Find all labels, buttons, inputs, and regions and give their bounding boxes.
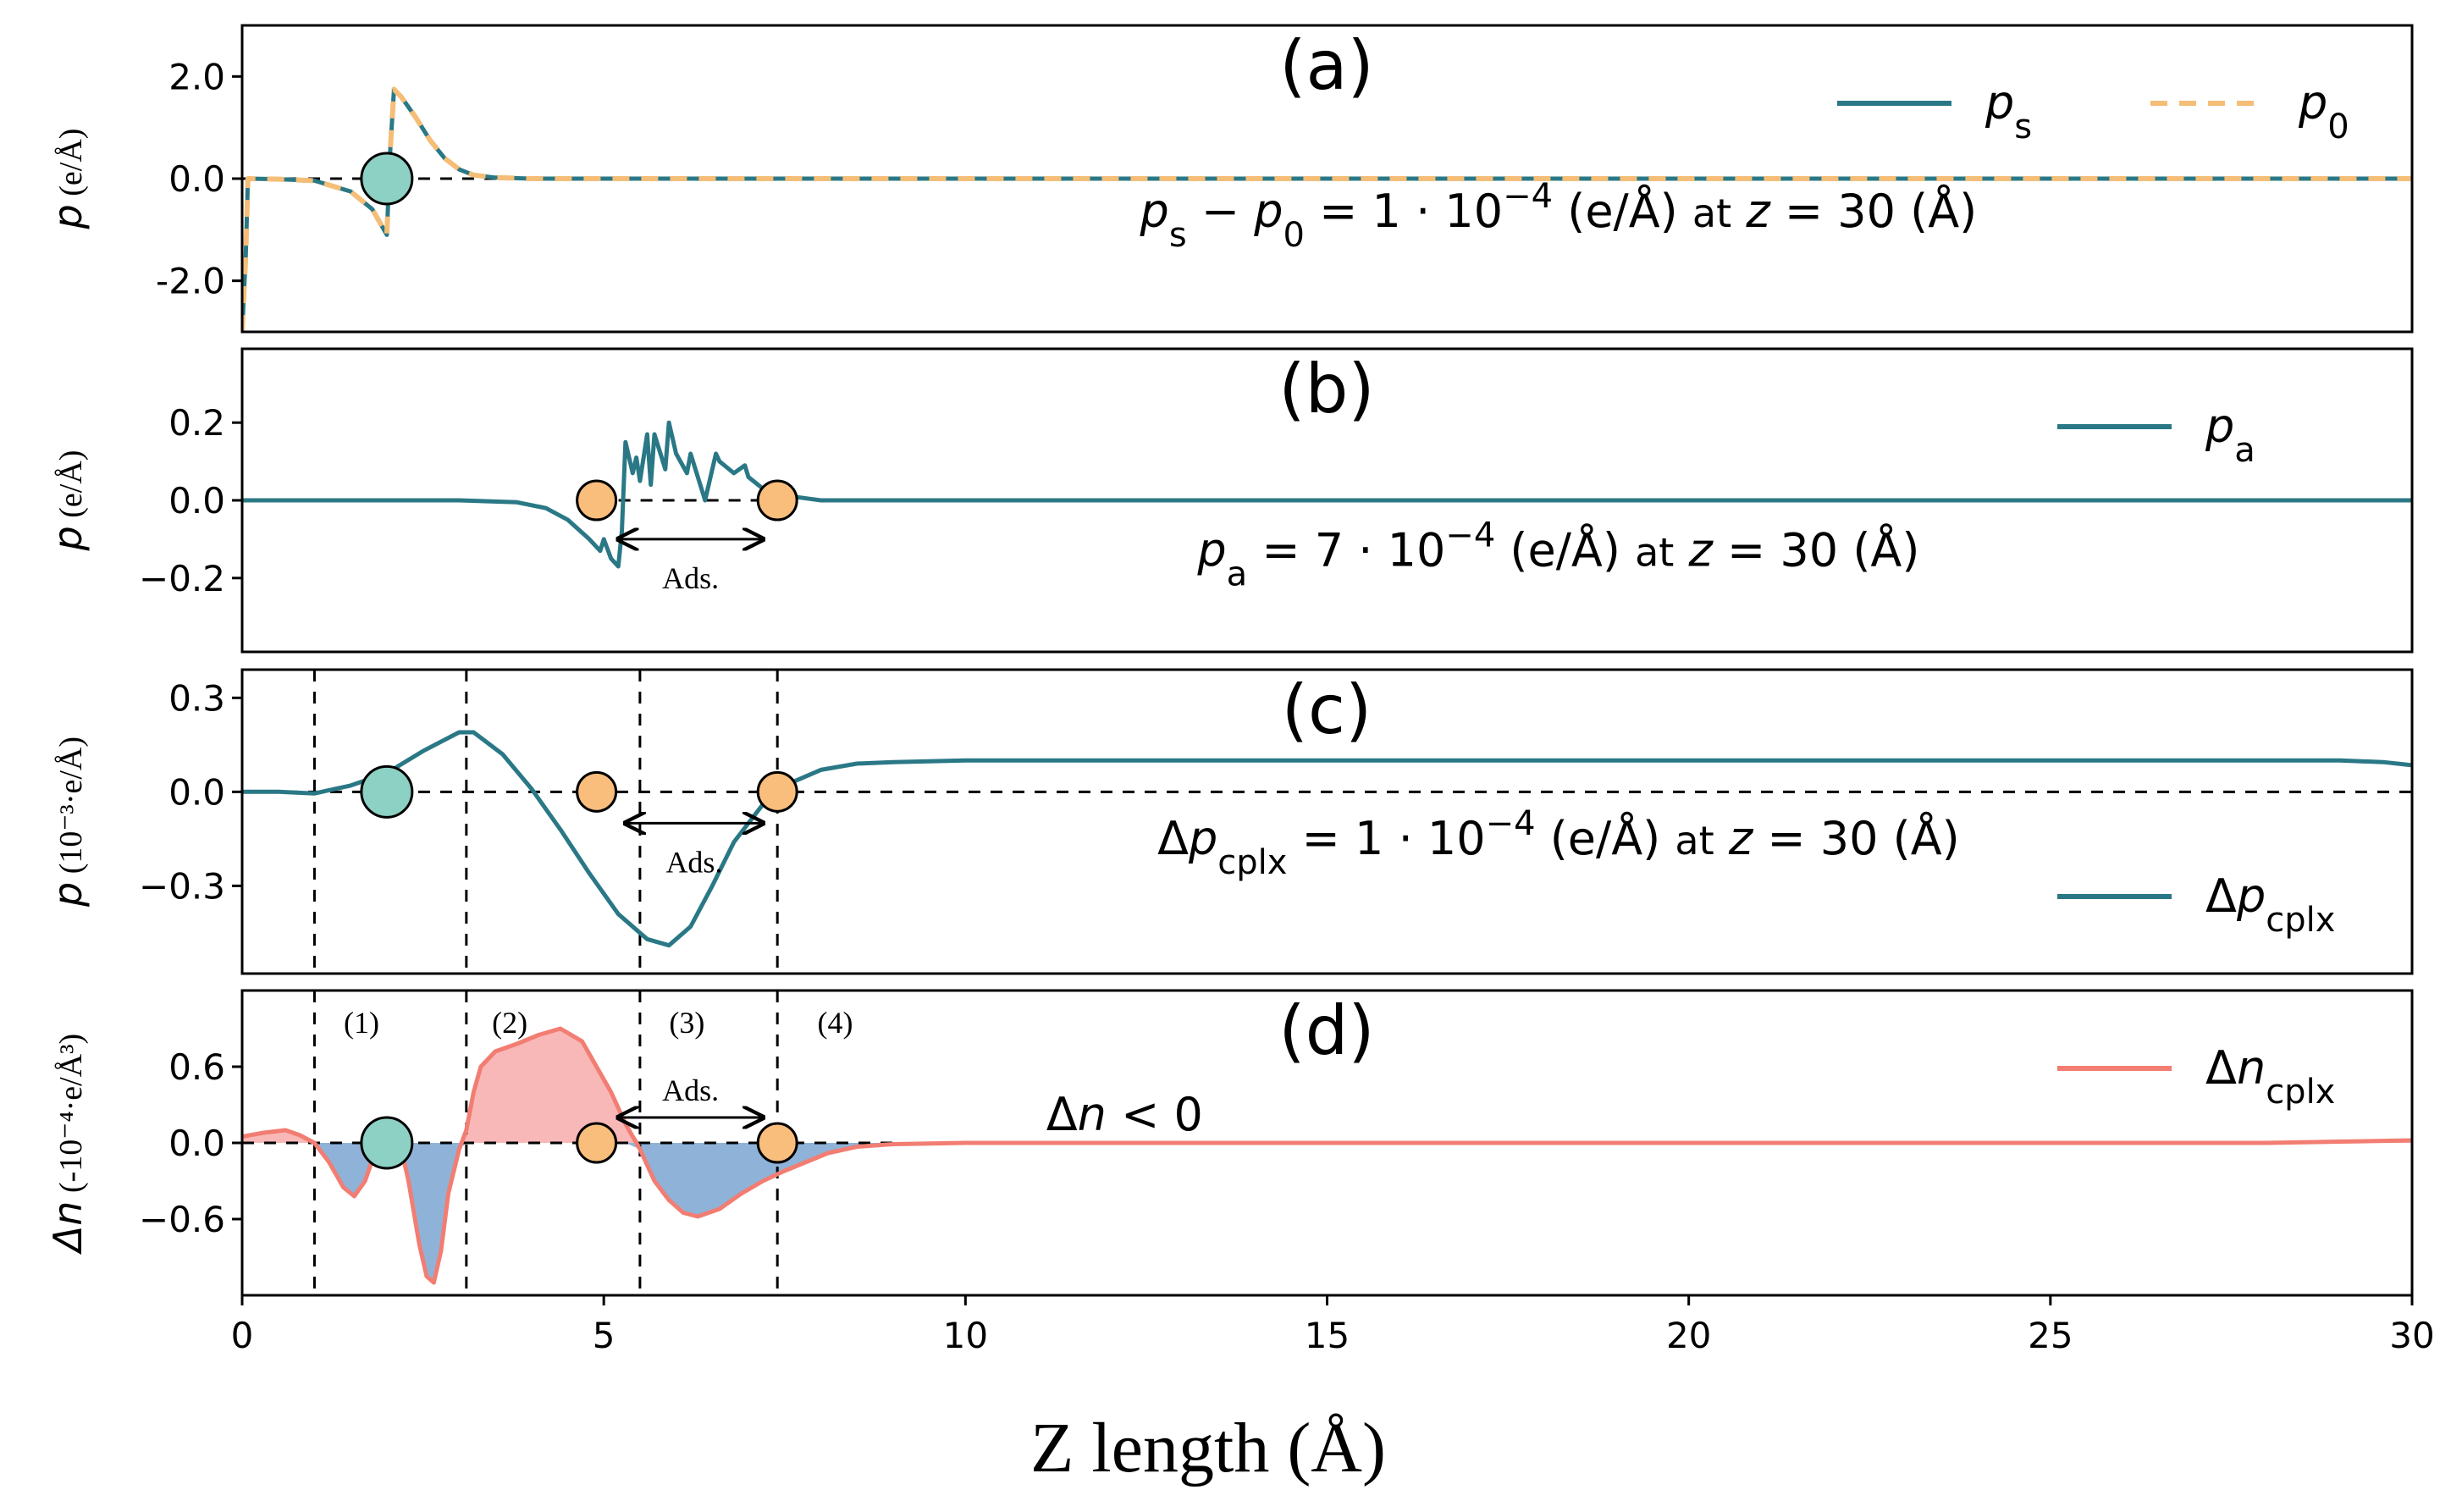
x-tick-label: 15 [1305,1315,1350,1356]
x-axis: 0 5 10 15 20 25 30 [231,1295,2435,1356]
panels: 2.0 0.0 -2.0 p (e/Å) (a) ps − p0 = 1 · 10−4 (… [45,24,2414,1297]
adsorbate-atom-marker [756,479,798,521]
substrate-atom-marker [360,152,414,206]
y-tick-label: 0.2 [168,402,225,444]
region-label: (2) [492,1006,527,1040]
adsorbate-atom-marker [756,770,798,813]
legend-label: Δpcplx [2205,869,2335,940]
x-tick-label: 10 [943,1315,988,1356]
annotation: Δpcplx = 1 · 10−4 (e/Å) at z = 30 (Å) [1157,804,1960,882]
y-tick-label: 0.0 [168,158,225,200]
legend-label: pa [2205,400,2255,470]
series-line [242,86,2412,332]
annotation: Δn < 0 [1046,1088,1203,1141]
panel-label: (a) [1279,26,1373,105]
panel-label: (b) [1278,350,1374,428]
x-tick-label: 25 [2028,1315,2073,1356]
x-tick-label: 5 [593,1315,616,1356]
annotation: pa = 7 · 10−4 (e/Å) at z = 30 (Å) [1196,516,1919,594]
y-tick-label: 0.0 [168,480,225,521]
panel-c: Ads. 0.3 0.0 −0.3 p (10⁻³·e/Å) (c) Δpcplx = 1 … [45,668,2414,975]
panel-a: 2.0 0.0 -2.0 p (e/Å) (a) ps − p0 = 1 · 10−4 (… [45,24,2414,334]
substrate-atom-marker [360,764,414,819]
negative-area [242,1143,2412,1283]
x-tick-label: 20 [1666,1315,1711,1356]
annotation: ps − p0 = 1 · 10−4 (e/Å) at z = 30 (Å) [1140,177,1978,255]
adsorbate-atom-marker [756,1122,798,1164]
series-line [242,730,2412,948]
panel-label: (d) [1278,991,1374,1070]
ads-label: Ads. [662,561,719,595]
legend-label: ps [1985,76,2032,146]
x-tick-label: 0 [231,1315,254,1356]
y-axis-label: p (10⁻³·e/Å) [45,737,91,908]
y-tick-label: 0.0 [168,1123,225,1164]
y-tick-label: 0.0 [168,771,225,813]
y-axis-label: p (e/Å) [45,129,91,230]
region-label: (3) [669,1006,704,1040]
y-axis-label: Δn (-10⁻⁴·e/Å³) [45,1034,91,1255]
region-label: (1) [344,1006,379,1040]
y-tick-label: −0.2 [139,558,225,599]
adsorbate-atom-marker [576,1122,618,1164]
series-line [242,1026,2412,1285]
adsorbate-atom-marker [576,770,618,813]
legend-label: p0 [2298,76,2349,146]
y-axis-label: p (e/Å) [45,450,91,552]
adsorbate-atom-marker [576,479,618,521]
legend-label: Δncplx [2205,1041,2335,1112]
y-tick-label: 2.0 [168,56,225,97]
y-tick-label: 0.3 [168,677,225,719]
region-label: (4) [818,1006,853,1040]
y-tick-label: -2.0 [156,261,225,302]
panel-label: (c) [1282,670,1372,749]
substrate-atom-marker [360,1116,414,1170]
y-tick-label: 0.6 [168,1046,225,1088]
ads-label: Ads. [665,845,722,879]
y-tick-label: −0.6 [139,1199,225,1240]
panel-d: Ads. (1) (2) (3) (4) 0.6 0.0 −0.6 Δn (-10⁻⁴·e/Å³… [45,989,2414,1297]
panel-frame [240,668,2414,975]
panel-b: Ads. 0.2 0.0 −0.2 p (e/Å) (b) pa = 7 · 10−4 (e… [45,347,2414,654]
y-tick-label: −0.3 [139,865,225,907]
x-tick-label: 30 [2389,1315,2434,1356]
x-axis-label: Z length (Å) [1030,1409,1386,1487]
ads-label: Ads. [662,1073,719,1107]
